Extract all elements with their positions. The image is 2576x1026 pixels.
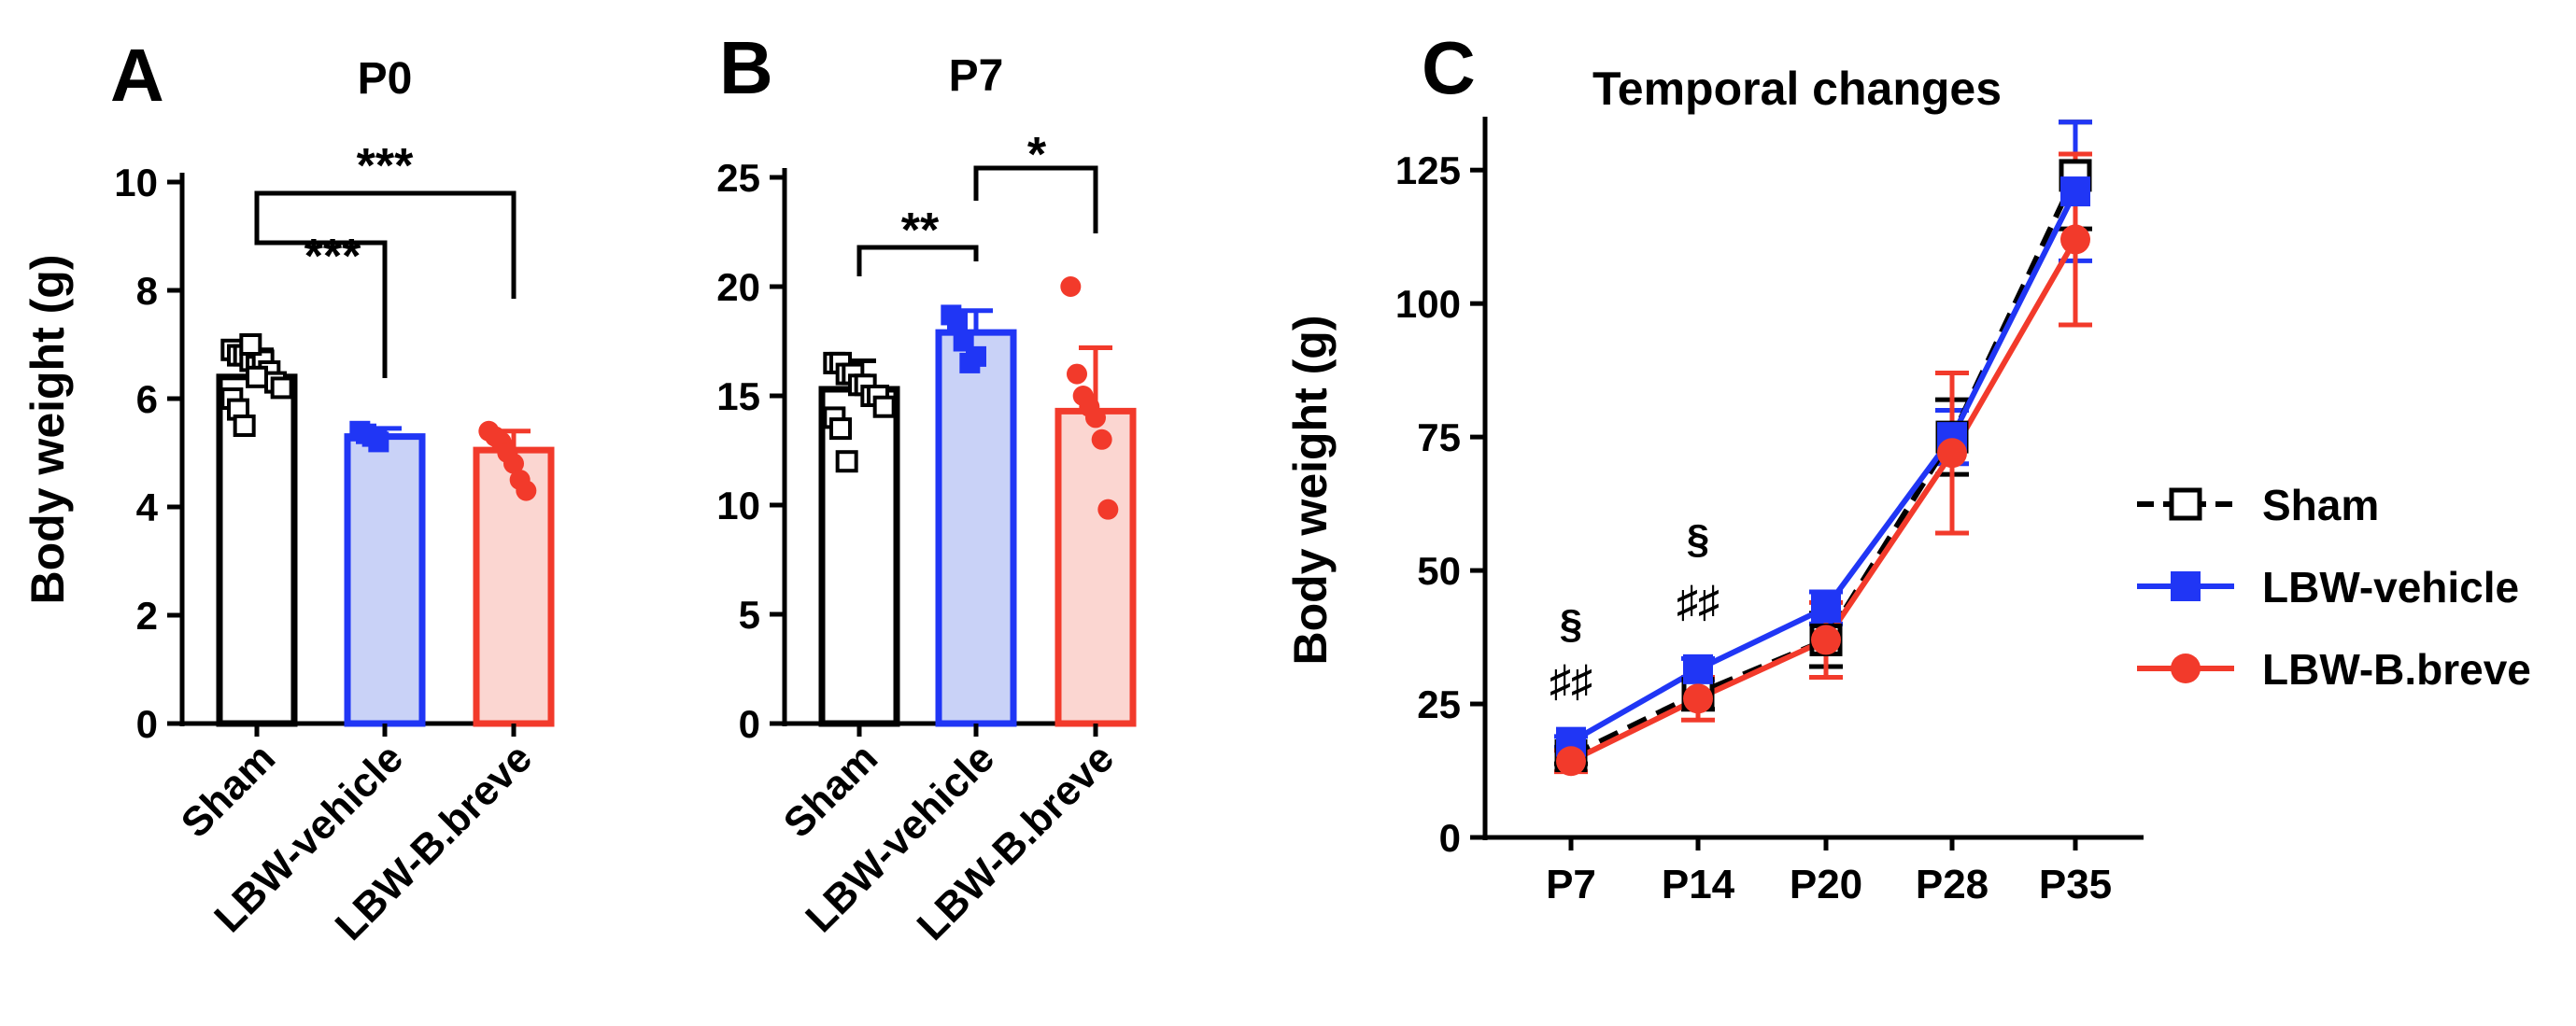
panel-b-bar-sham <box>818 386 900 727</box>
panel-a-y-tick-label: 0 <box>136 702 158 746</box>
panel-c-annotation-symbol-p7: § <box>1560 601 1582 647</box>
panel-c-y-tick-label: 50 <box>1417 549 1461 593</box>
legend-marker-lbw-b-breve <box>2171 654 2201 683</box>
panel-b-y-tick-label: 20 <box>716 265 760 309</box>
panel-a-x-tick-label: Sham <box>173 735 284 846</box>
panel-b-comparison-label-2: * <box>1027 128 1047 182</box>
panel-a-point-lbw-b-breve <box>516 480 537 501</box>
chart-marks: 0246810ShamLBW-vehicleLBW-B.breve0510152… <box>114 117 2234 949</box>
panel-a-point-sham <box>233 415 256 437</box>
panel-b-title: P7 <box>949 51 1004 101</box>
panel-b-point-lbw-b-breve <box>1060 276 1082 297</box>
panel-c-y-tick-label: 0 <box>1439 816 1461 860</box>
panel-a-comparison-bracket <box>254 190 517 299</box>
panel-b-point-lbw-b-breve <box>1085 407 1106 429</box>
panel-c-point-lbw-vehicle <box>1683 654 1713 684</box>
panel-c-point-lbw-b-breve <box>1556 746 1586 777</box>
panel-c-point-lbw-b-breve <box>1683 683 1713 714</box>
panel-a-letter: A <box>110 34 164 117</box>
panel-a-point-lbw-vehicle <box>368 431 389 453</box>
panel-c-y-tick-label: 100 <box>1395 282 1461 326</box>
panel-a-bar-lbw-b-breve <box>473 446 555 727</box>
panel-c-series-line-lbw-vehicle <box>1569 190 2078 745</box>
panel-a-y-tick-label: 6 <box>136 377 158 421</box>
panel-b-x-tick-label: Sham <box>775 735 886 846</box>
panel-b-y-tick-label: 25 <box>716 156 760 200</box>
panel-b-y-tick-label: 10 <box>716 484 760 527</box>
legend-label-lbw-vehicle: LBW-vehicle <box>2262 563 2519 611</box>
panel-c-annotation-symbol-p14: § <box>1687 516 1709 562</box>
panel-a-comparison-label-2: *** <box>357 139 414 193</box>
panel-b-point-lbw-b-breve <box>1067 363 1087 385</box>
legend-marker-lbw-vehicle <box>2171 571 2201 601</box>
panel-c-letter: C <box>1422 26 1476 109</box>
panel-c-point-lbw-b-breve <box>2060 224 2090 255</box>
panel-c-x-tick-label: P7 <box>1546 862 1596 907</box>
panel-b-point-lbw-vehicle <box>947 309 968 330</box>
panel-b-point-lbw-vehicle <box>966 345 986 367</box>
panel-c-annotation-mark-p14: ♯♯ <box>1677 577 1720 625</box>
panel-b-bar-lbw-vehicle <box>935 329 1017 727</box>
panel-c-point-lbw-b-breve <box>1937 438 1967 469</box>
panel-a-point-lbw-b-breve <box>503 453 524 474</box>
panel-b-point-sham <box>835 450 858 473</box>
panel-a-y-tick-label: 4 <box>136 485 159 529</box>
panel-b-y-tick-label: 5 <box>739 593 760 637</box>
panel-c-y-tick-label: 75 <box>1417 415 1461 459</box>
panel-a-bar-lbw-vehicle <box>344 433 426 727</box>
panel-a-comparison-bracket <box>254 205 388 378</box>
panel-c-y-tick-label: 125 <box>1395 148 1461 192</box>
panel-a-y-axis-title: Body weight (g) <box>21 255 74 605</box>
panel-a-title: P0 <box>358 54 413 104</box>
panel-b-point-lbw-b-breve <box>1097 499 1119 520</box>
legend-label-sham: Sham <box>2262 481 2379 529</box>
panel-b-comparison-bracket <box>973 165 1098 233</box>
legend-marker-sham <box>2169 487 2202 521</box>
panel-c-y-axis-title: Body weight (g) <box>1284 316 1337 666</box>
panel-b-y-tick-label: 15 <box>716 374 760 418</box>
panel-c-point-lbw-b-breve <box>1811 625 1841 655</box>
panel-c-x-tick-label: P35 <box>2039 862 2112 907</box>
panel-c-x-tick-label: P20 <box>1790 862 1862 907</box>
panel-b-letter: B <box>719 26 773 109</box>
panel-a-y-tick-label: 2 <box>136 594 158 638</box>
panel-a-bar-sham <box>216 373 298 727</box>
panel-a-y-tick-label: 10 <box>114 161 158 204</box>
panel-c-x-tick-label: P14 <box>1662 862 1735 907</box>
panel-b-point-lbw-b-breve <box>1091 429 1112 450</box>
panel-b-bar-lbw-b-breve <box>1054 407 1137 727</box>
panel-c-series-line-lbw-b-breve <box>1569 238 2078 764</box>
panel-c-y-tick-label: 25 <box>1417 682 1461 726</box>
panel-c-point-lbw-vehicle <box>1811 593 1841 624</box>
panel-a-point-sham <box>246 365 268 388</box>
panel-c-x-tick-label: P28 <box>1916 862 1989 907</box>
panel-b-point-sham <box>872 395 896 418</box>
panel-a-comparison-label-1: *** <box>304 230 361 284</box>
legend-label-lbw-b-breve: LBW-B.breve <box>2262 645 2531 694</box>
panel-a-y-tick-label: 8 <box>136 269 158 313</box>
panel-a-point-sham <box>239 333 262 356</box>
panel-a-point-sham <box>270 376 293 400</box>
panel-c-title: Temporal changes <box>1592 63 2002 115</box>
panel-b-point-sham <box>829 417 852 441</box>
panel-b-y-tick-label: 0 <box>739 702 760 746</box>
panel-c-point-lbw-vehicle <box>2060 176 2090 207</box>
panel-b-comparison-bracket <box>856 245 979 276</box>
panel-c-annotation-mark-p7: ♯♯ <box>1550 656 1592 705</box>
